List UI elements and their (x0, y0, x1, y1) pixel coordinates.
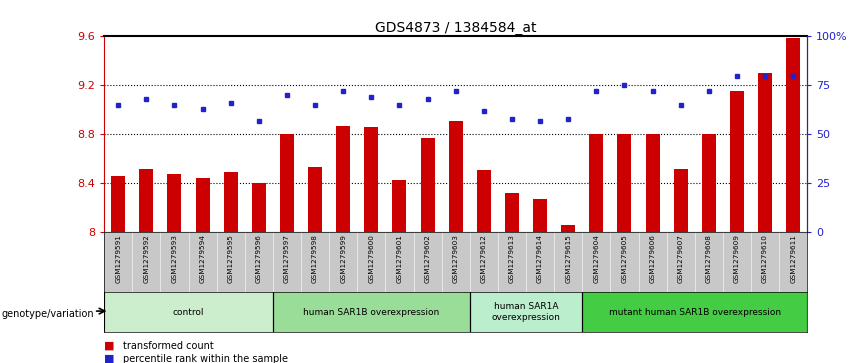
Text: GSM1279607: GSM1279607 (678, 234, 684, 283)
Bar (308, 167, 322, 232)
Text: control: control (173, 308, 204, 317)
Bar (252, 183, 266, 232)
Bar (449, 121, 463, 232)
Text: transformed count: transformed count (123, 340, 214, 351)
Text: GSM1279606: GSM1279606 (649, 234, 655, 283)
Text: percentile rank within the sample: percentile rank within the sample (123, 354, 288, 363)
Text: GSM1279599: GSM1279599 (340, 234, 346, 283)
Text: GSM1279611: GSM1279611 (790, 234, 796, 283)
Bar (505, 193, 519, 232)
Text: GSM1279612: GSM1279612 (481, 234, 487, 283)
Text: GSM1279592: GSM1279592 (143, 234, 149, 283)
Bar (589, 134, 603, 232)
Bar (392, 180, 406, 232)
Bar (365, 127, 378, 232)
Bar (533, 199, 547, 232)
Text: human SAR1A
overexpression: human SAR1A overexpression (491, 302, 561, 322)
Text: GSM1279596: GSM1279596 (256, 234, 262, 283)
Bar (730, 91, 744, 232)
Bar (421, 138, 435, 232)
Text: human SAR1B overexpression: human SAR1B overexpression (303, 308, 439, 317)
Bar (273, 292, 470, 332)
Bar (195, 178, 210, 232)
Bar (786, 37, 800, 232)
Bar (582, 292, 807, 332)
Text: GSM1279604: GSM1279604 (594, 234, 599, 283)
Text: GSM1279605: GSM1279605 (621, 234, 628, 283)
Bar (701, 134, 716, 232)
Text: GSM1279600: GSM1279600 (368, 234, 374, 283)
Bar (617, 134, 632, 232)
Text: GSM1279615: GSM1279615 (565, 234, 571, 283)
Bar (111, 176, 125, 232)
Text: GSM1279594: GSM1279594 (200, 234, 206, 283)
Text: genotype/variation: genotype/variation (2, 309, 95, 319)
Text: GSM1279614: GSM1279614 (537, 234, 543, 283)
Text: GSM1279598: GSM1279598 (312, 234, 318, 283)
Text: GSM1279601: GSM1279601 (397, 234, 403, 283)
Bar (758, 73, 773, 232)
Bar (139, 168, 154, 232)
Text: GSM1279597: GSM1279597 (284, 234, 290, 283)
Text: GSM1279593: GSM1279593 (172, 234, 177, 283)
Bar (477, 170, 491, 232)
Text: GSM1279613: GSM1279613 (509, 234, 515, 283)
Bar (168, 174, 181, 232)
Text: GSM1279608: GSM1279608 (706, 234, 712, 283)
Text: GSM1279603: GSM1279603 (453, 234, 458, 283)
Bar (336, 126, 351, 232)
Text: GSM1279609: GSM1279609 (734, 234, 740, 283)
Bar (224, 172, 238, 232)
Bar (674, 168, 687, 232)
Bar (562, 225, 575, 232)
Text: ■: ■ (104, 354, 115, 363)
Bar (646, 134, 660, 232)
Title: GDS4873 / 1384584_at: GDS4873 / 1384584_at (375, 21, 536, 35)
Text: GSM1279595: GSM1279595 (227, 234, 233, 283)
Text: ■: ■ (104, 340, 115, 351)
Bar (104, 292, 273, 332)
Bar (470, 292, 582, 332)
Text: GSM1279610: GSM1279610 (762, 234, 768, 283)
Text: GSM1279591: GSM1279591 (115, 234, 122, 283)
Text: GSM1279602: GSM1279602 (424, 234, 431, 283)
Bar (279, 134, 294, 232)
Text: mutant human SAR1B overexpression: mutant human SAR1B overexpression (608, 308, 781, 317)
